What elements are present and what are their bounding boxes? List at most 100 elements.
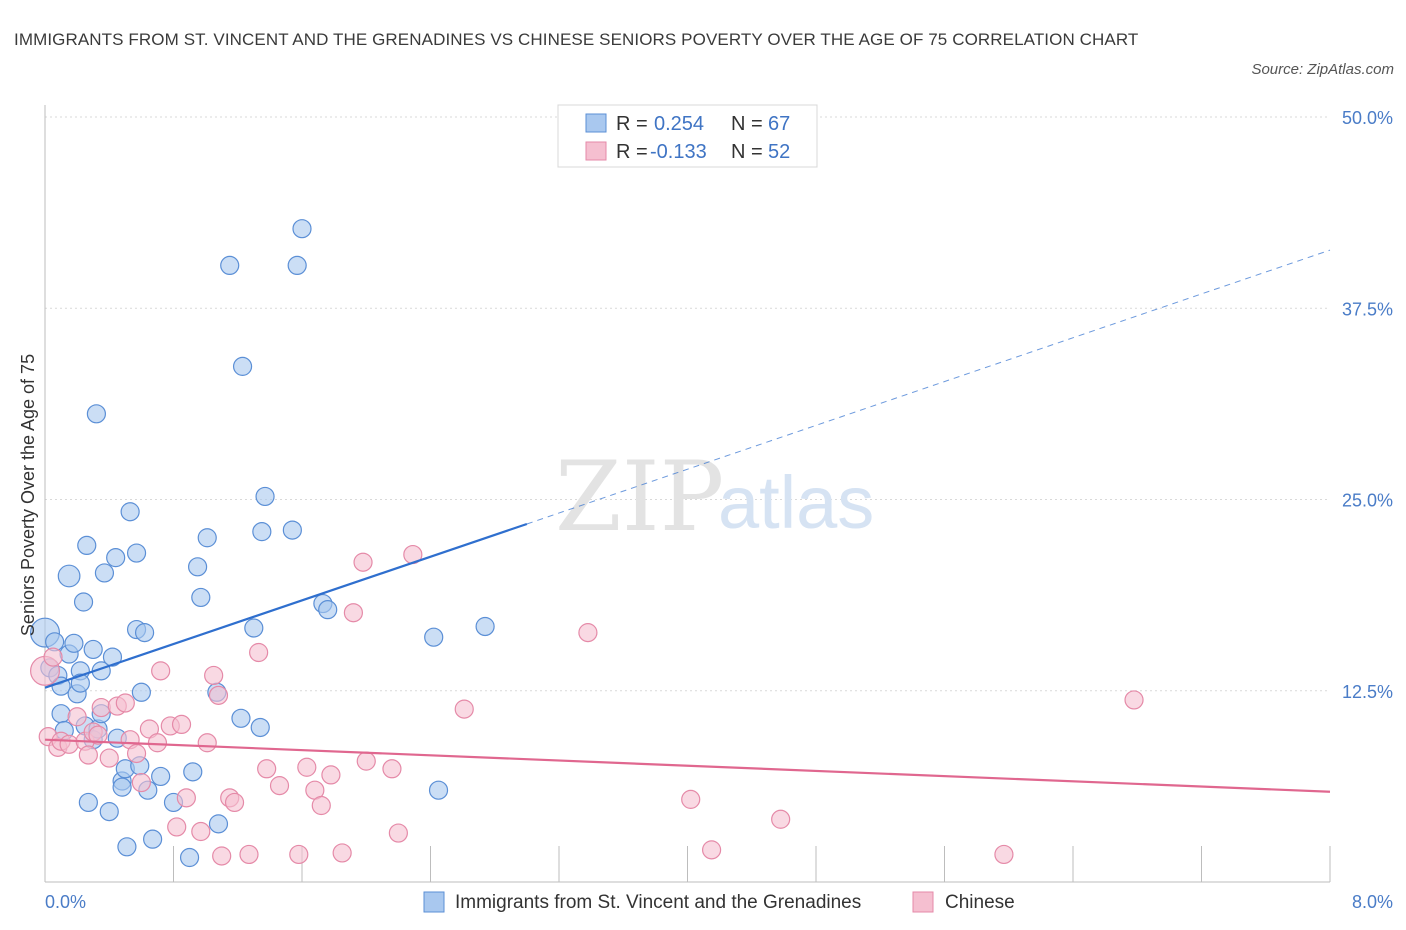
data-point-pink	[212, 846, 232, 866]
data-point-blue	[120, 502, 140, 522]
data-point-blue	[191, 587, 211, 608]
data-point-pink	[353, 552, 373, 572]
bottom-legend-swatch-pink	[912, 891, 934, 913]
source-label: Source: ZipAtlas.com	[1251, 61, 1394, 78]
trend-line-blue	[44, 522, 528, 689]
data-point-pink	[332, 843, 352, 863]
data-point-blue	[112, 777, 132, 797]
y-tick-label: 12.5%	[1342, 682, 1393, 702]
data-point-blue	[183, 762, 203, 782]
trend-lines	[44, 249, 1331, 793]
data-point-blue	[424, 627, 444, 647]
data-point-blue	[102, 647, 123, 667]
data-point-pink	[771, 809, 791, 829]
series-pink-points	[30, 544, 1144, 866]
data-point-blue	[428, 780, 449, 800]
data-point-pink	[311, 795, 331, 816]
data-point-blue	[475, 616, 495, 637]
data-point-pink	[197, 733, 217, 753]
y-tick-label: 37.5%	[1342, 299, 1393, 319]
data-point-pink	[147, 733, 168, 753]
data-point-pink	[681, 789, 701, 809]
data-point-pink	[88, 725, 108, 745]
data-point-blue	[64, 633, 84, 653]
data-point-pink	[67, 707, 87, 727]
data-point-blue	[220, 255, 240, 276]
data-point-pink	[191, 821, 211, 842]
data-point-pink	[239, 844, 259, 865]
data-point-pink	[578, 623, 598, 643]
y-tick-label: 25.0%	[1342, 491, 1393, 511]
watermark-zip: ZIP	[555, 441, 724, 553]
data-point-blue	[250, 717, 270, 738]
data-point-pink	[204, 665, 224, 686]
data-point-pink	[59, 734, 79, 754]
data-point-blue	[99, 802, 119, 822]
data-point-pink	[176, 788, 196, 808]
data-point-pink	[257, 759, 277, 779]
data-point-pink	[126, 743, 147, 764]
data-point-blue	[197, 528, 217, 548]
legend-n-label-pink: N =	[731, 141, 763, 163]
bottom-legend-label-blue: Immigrants from St. Vincent and the Gren…	[455, 892, 861, 913]
data-point-pink	[701, 840, 722, 860]
x-tick-label: 0.0%	[45, 892, 86, 912]
data-point-pink	[167, 817, 187, 837]
legend-n-label-blue: N =	[731, 113, 763, 135]
data-point-pink	[382, 759, 402, 779]
data-point-blue	[282, 520, 302, 540]
watermark-atlas: atlas	[718, 461, 874, 544]
data-point-blue	[134, 623, 155, 643]
data-point-blue	[208, 814, 229, 834]
data-point-pink	[249, 642, 269, 663]
data-point-blue	[78, 792, 98, 813]
data-point-blue	[232, 356, 253, 376]
data-point-blue	[318, 600, 338, 620]
axes	[44, 105, 1331, 883]
data-point-pink	[151, 661, 171, 681]
legend-swatch-blue	[585, 113, 607, 133]
data-point-blue	[77, 535, 97, 556]
data-point-blue	[106, 548, 126, 568]
legend-n-value-pink: 52	[768, 141, 790, 163]
data-point-pink	[289, 844, 309, 865]
grid-lines	[45, 116, 1330, 692]
legend-r-label-pink: R =	[616, 141, 648, 163]
data-point-pink	[43, 647, 63, 667]
legend-r-label-blue: R =	[616, 113, 648, 135]
data-point-blue	[187, 557, 208, 577]
data-point-pink	[343, 603, 363, 623]
data-point-blue	[255, 486, 275, 507]
data-point-pink	[78, 745, 98, 765]
data-point-blue	[292, 219, 312, 239]
data-point-blue	[151, 766, 171, 787]
data-point-blue	[126, 543, 147, 563]
data-point-blue	[244, 618, 264, 638]
data-point-blue	[287, 255, 307, 276]
legend-r-value-blue: 0.254	[654, 113, 704, 135]
data-point-blue	[179, 847, 200, 868]
chart-title: IMMIGRANTS FROM ST. VINCENT AND THE GREN…	[14, 30, 1139, 49]
bottom-legend: Immigrants from St. Vincent and the Gren…	[423, 891, 1015, 913]
bottom-legend-label-pink: Chinese	[945, 892, 1015, 913]
data-point-pink	[208, 685, 229, 705]
data-point-pink	[224, 792, 245, 813]
tick-labels: 12.5% 25.0% 37.5% 50.0% 0.0% 8.0%	[45, 108, 1393, 912]
data-point-blue	[143, 829, 163, 849]
legend-r-value-pink: -0.133	[650, 141, 707, 163]
data-point-blue	[83, 639, 103, 660]
data-point-blue	[73, 592, 94, 612]
watermark: ZIP atlas	[555, 441, 874, 553]
data-point-pink	[131, 772, 151, 793]
data-point-blue	[252, 522, 272, 542]
y-axis-label: Seniors Poverty Over the Age of 75	[18, 354, 38, 636]
data-point-blue	[117, 837, 137, 857]
data-point-pink	[321, 765, 341, 785]
data-point-blue	[70, 673, 90, 693]
data-point-pink	[91, 697, 111, 718]
data-point-blue	[94, 563, 115, 583]
data-point-blue	[131, 682, 151, 702]
x-tick-label: 8.0%	[1352, 892, 1393, 912]
data-point-pink	[356, 751, 376, 771]
